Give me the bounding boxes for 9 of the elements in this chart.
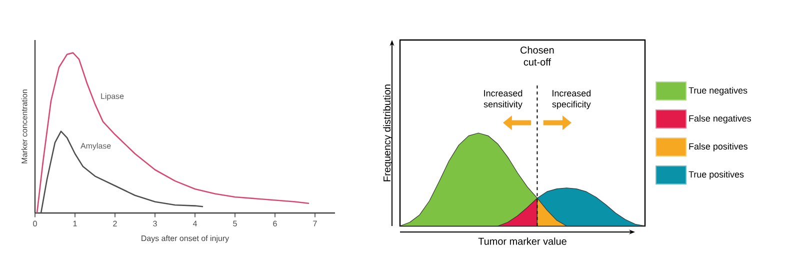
legend-label: False positives — [689, 143, 748, 152]
legend-label: True positives — [688, 170, 744, 180]
text: Chosen cut-off — [520, 46, 554, 66]
legend-label: False negatives — [689, 115, 751, 124]
x-axis-title: Tumor marker value — [478, 238, 566, 245]
text: Increased specificity — [552, 90, 591, 110]
text: Increased sensitivity — [484, 90, 522, 110]
y-axis-title: Frequency distribution — [383, 84, 392, 182]
legend-label: True negatives — [688, 87, 748, 96]
